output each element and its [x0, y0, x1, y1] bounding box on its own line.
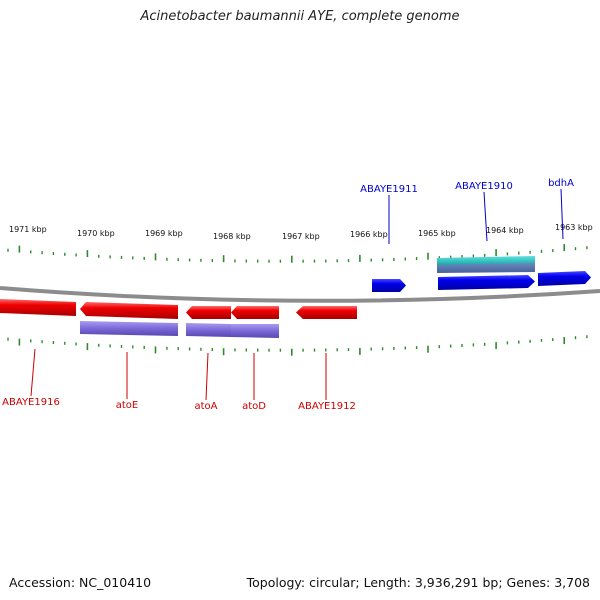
forward-features: [372, 256, 591, 292]
genome-summary-text: Topology: circular; Length: 3,936,291 bp…: [246, 575, 590, 590]
map-title: Acinetobacter baumannii AYE, complete ge…: [140, 9, 460, 24]
leader-line: [483, 191, 488, 242]
gene-abaye1911[interactable]: [372, 279, 406, 292]
reverse-features: [0, 299, 357, 338]
gene-atoA[interactable]: [186, 306, 231, 319]
label-atoA[interactable]: atoA: [194, 401, 217, 412]
cds-atoA[interactable]: [186, 323, 231, 337]
bottom-gene-labels: ABAYE1916 atoE atoA atoD ABAYE1912: [2, 348, 356, 412]
label-abaye1910[interactable]: ABAYE1910: [455, 181, 513, 192]
scale-label: 1966 kbp: [350, 230, 388, 239]
gene-bdhA[interactable]: [538, 271, 591, 286]
label-bdhA[interactable]: bdhA: [548, 178, 574, 189]
rna-cds-abaye1910[interactable]: [437, 263, 535, 273]
label-abaye1911[interactable]: ABAYE1911: [360, 184, 418, 195]
cds-atoE[interactable]: [80, 321, 178, 336]
gene-abaye1916[interactable]: [0, 299, 76, 316]
inner-ticks: [7, 335, 588, 356]
scale-label: 1971 kbp: [9, 225, 47, 234]
scale-label: 1968 kbp: [213, 232, 251, 241]
scale-label: 1969 kbp: [145, 229, 183, 238]
scale-label: 1964 kbp: [486, 226, 524, 235]
label-atoD[interactable]: atoD: [242, 401, 266, 412]
gene-atoD[interactable]: [231, 306, 279, 319]
cds-atoD[interactable]: [231, 324, 279, 338]
gene-abaye1912[interactable]: [296, 306, 357, 319]
genome-backbone: [0, 286, 600, 303]
label-abaye1916[interactable]: ABAYE1916: [2, 397, 60, 408]
scale-label: 1965 kbp: [418, 229, 456, 238]
scale-label: 1970 kbp: [77, 229, 115, 238]
leader-line: [205, 352, 209, 401]
gene-abaye1910[interactable]: [438, 275, 535, 290]
scale-label: 1963 kbp: [555, 223, 593, 232]
scale-labels: 1971 kbp 1970 kbp 1969 kbp 1968 kbp 1967…: [9, 223, 593, 241]
accession-text: Accession: NC_010410: [9, 575, 152, 590]
label-atoE[interactable]: atoE: [116, 400, 139, 411]
gene-atoE[interactable]: [80, 302, 178, 319]
leader-line: [560, 188, 564, 240]
top-gene-labels: ABAYE1911 ABAYE1910 bdhA: [360, 178, 574, 244]
leader-line: [30, 348, 36, 397]
scale-label: 1967 kbp: [282, 232, 320, 241]
outer-ticks: [7, 244, 588, 263]
label-abaye1912[interactable]: ABAYE1912: [298, 401, 356, 412]
